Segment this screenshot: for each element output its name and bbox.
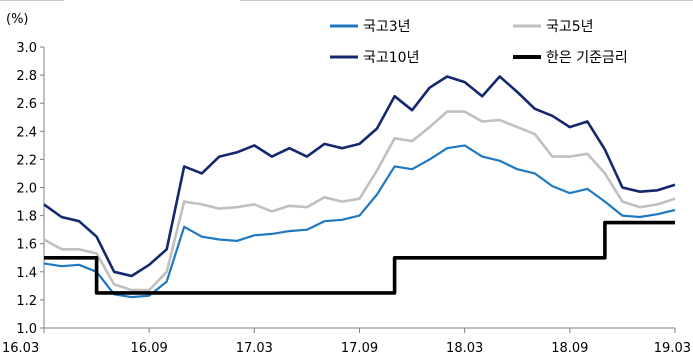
x-tick-label: 18.03 xyxy=(446,341,483,356)
series-line-2 xyxy=(43,75,676,278)
y-tick-label: 1.8 xyxy=(16,210,37,225)
y-axis: 1.0 1.2 1.4 1.6 1.8 2.0 2.2 2.4 2.6 2.8 3.0 xyxy=(16,41,45,337)
y-tick-label: 2.8 xyxy=(16,69,37,84)
y-tick-label: 2.0 xyxy=(16,182,37,197)
y-tick-label: 2.6 xyxy=(16,97,37,112)
y-axis-unit: (%) xyxy=(6,12,29,27)
y-tick-label: 1.0 xyxy=(16,322,37,337)
x-tick-label: 17.09 xyxy=(341,341,378,356)
y-tick-label: 2.2 xyxy=(16,153,37,168)
legend-label: 한은 기준금리 xyxy=(546,50,628,66)
y-tick-label: 1.2 xyxy=(16,294,37,309)
series-line-0 xyxy=(43,144,676,299)
y-tick-label: 2.4 xyxy=(16,125,37,140)
plot-area xyxy=(43,75,676,299)
legend-label: 국고10년 xyxy=(363,50,419,66)
x-tick-label: 19.03 xyxy=(654,341,691,356)
y-tick-label: 1.6 xyxy=(16,238,37,253)
top-border-left xyxy=(0,0,64,1)
y-tick-label: 3.0 xyxy=(16,41,37,56)
top-border-right xyxy=(240,0,693,1)
legend-label: 국고5년 xyxy=(546,19,594,35)
y-tick-label: 1.4 xyxy=(16,266,37,281)
x-tick-label: 18.09 xyxy=(551,341,588,356)
series-line-1 xyxy=(43,110,676,292)
x-tick-label: 16.03 xyxy=(2,341,39,356)
x-tick-label: 16.09 xyxy=(131,341,168,356)
x-axis: 16.03 16.09 17.03 17.09 18.03 18.09 19.03 xyxy=(2,327,691,356)
series-line-3 xyxy=(44,220,675,295)
x-tick-label: 17.03 xyxy=(236,341,273,356)
legend-label: 국고3년 xyxy=(363,19,411,35)
